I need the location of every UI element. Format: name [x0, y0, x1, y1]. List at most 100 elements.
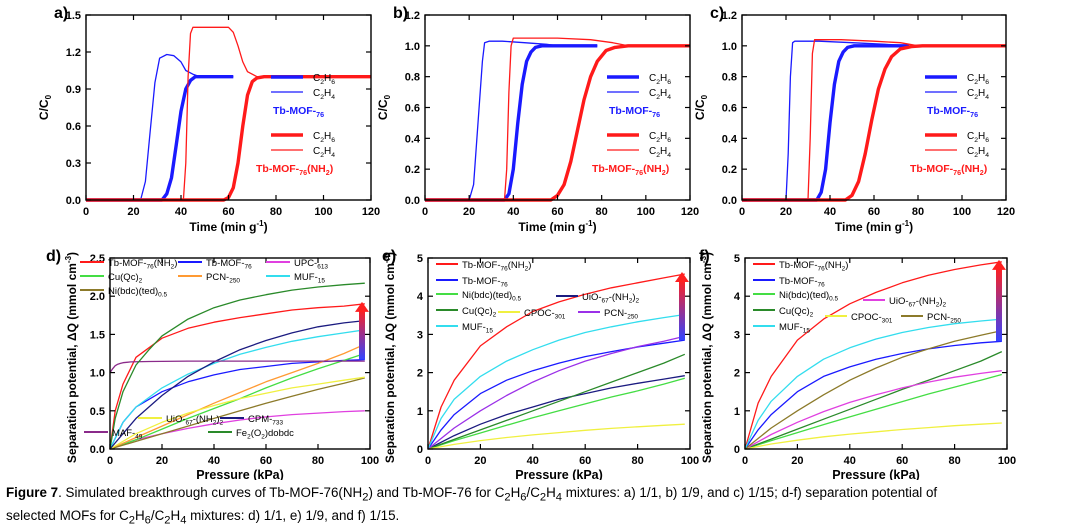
y-tick-label: 2.0 — [90, 291, 105, 303]
y-tick-label: 1 — [734, 406, 740, 418]
legend-entry: Ni(bdc)(ted)0.5​ — [462, 290, 522, 303]
legend-entry: Fe2​(O2​)dobdc — [236, 428, 294, 441]
x-tick-label: 40 — [824, 206, 836, 218]
x-tick-label: 0 — [83, 206, 89, 218]
figure-panels: 0 20 40 60 80 100 1200.00.30.60.91.21.5a)Time … — [37, 5, 1016, 480]
legend-entry: C2​H6​ — [967, 131, 989, 144]
legend-entry: C2​H6​ — [649, 73, 671, 86]
chart-5: 0 20 40 60 80 100 0 1 2 3 4 5 e) Pressure (kPa) Separa… — [382, 248, 699, 480]
series-line — [425, 40, 598, 201]
legend-group-title: Tb-MOF-76​(NH2​) — [256, 163, 333, 177]
y-axis-label: Separation potential, ΔQ (mmol cm-3) — [64, 252, 79, 463]
series-line — [742, 44, 1006, 202]
legend-entry: C2​H4​ — [649, 88, 671, 101]
y-tick-label: 0.9 — [66, 84, 81, 96]
series-line — [86, 53, 234, 201]
y-tick-label: 0 — [734, 444, 740, 456]
y-tick-label: 0.0 — [405, 195, 420, 207]
series-line — [109, 282, 365, 450]
series-line — [427, 377, 685, 450]
legend-entry: Tb-MOF-76​ — [779, 276, 825, 289]
y-tick-label: 1.2 — [66, 47, 81, 59]
legend-entry: CPOC-301​ — [851, 312, 893, 325]
legend-entry: C2​H4​ — [967, 146, 989, 159]
panel-label: c) — [710, 5, 724, 22]
x-axis-label: Pressure (kPa) — [515, 468, 603, 480]
legend-entry: UiO-67​-(NH2​)2​ — [166, 414, 224, 427]
x-tick-label: 100 — [637, 206, 655, 218]
legend-entry: Cu(Qc)2​ — [779, 306, 814, 319]
x-tick-label: 60 — [579, 455, 591, 467]
legend-entry: C2​H6​ — [313, 131, 335, 144]
gradient-arrow-shaft — [359, 309, 365, 360]
legend-entry: C2​H6​ — [967, 73, 989, 86]
x-tick-label: 120 — [997, 206, 1015, 218]
panel-label: f) — [699, 248, 710, 265]
x-tick-label: 120 — [681, 206, 699, 218]
series-line — [744, 261, 1002, 450]
series-line — [744, 318, 1002, 450]
x-tick-label: 20 — [791, 455, 803, 467]
y-tick-label: 0.2 — [405, 164, 420, 176]
y-tick-label: 1.0 — [90, 368, 105, 380]
legend-group-title: Tb-MOF-76​(NH2​) — [592, 163, 669, 177]
gradient-arrow-head — [675, 272, 689, 283]
x-tick-label: 20 — [127, 206, 139, 218]
series-line — [742, 39, 1006, 201]
x-tick-label: 0 — [425, 455, 431, 467]
series-line — [109, 303, 365, 450]
legend-entry: MAF-49​ — [112, 428, 143, 441]
x-tick-label: 100 — [361, 455, 379, 467]
series-line — [109, 319, 365, 450]
figure-caption: Figure 7. Simulated breakthrough curves … — [6, 485, 938, 527]
plot-frame — [109, 257, 371, 450]
legend-entry: C2​H4​ — [649, 146, 671, 159]
x-tick-label: 80 — [631, 455, 643, 467]
legend-entry: PCN-250​ — [604, 308, 638, 321]
y-tick-label: 5 — [417, 253, 423, 265]
x-tick-label: 60 — [868, 206, 880, 218]
legend-entry: Ni(bdc)(ted)0.5​ — [779, 290, 839, 303]
y-axis-label: Separation potential, ΔQ (mmol cm-3) — [382, 252, 397, 463]
x-tick-label: 80 — [312, 455, 324, 467]
legend-group-title: Tb-MOF-76​(NH2​) — [910, 163, 987, 177]
legend-entry: C2​H6​ — [313, 73, 335, 86]
legend-entry: Tb-MOF-76​(NH2​) — [779, 260, 848, 273]
legend-entry: C2​H6​ — [649, 131, 671, 144]
legend-entry: UiO-67​-(NH2​)2​ — [889, 296, 947, 309]
y-axis-label: C/C0 — [376, 94, 392, 120]
series-line — [425, 44, 598, 202]
legend-group-title: Tb-MOF-76​ — [609, 105, 660, 119]
legend-entry: Tb-MOF-76​(NH2​) — [108, 258, 177, 271]
panel-label: e) — [382, 248, 396, 265]
legend-entry: PCN-250​ — [927, 312, 961, 325]
y-tick-label: 0.4 — [405, 133, 421, 145]
y-axis-label: Separation potential, ΔQ (mmol cm-3) — [699, 252, 714, 463]
y-tick-label: 0.6 — [405, 103, 420, 115]
legend-entry: CPM-733​ — [248, 414, 283, 427]
legend-entry: Tb-MOF-76​(NH2​) — [462, 260, 531, 273]
series-line — [109, 377, 365, 450]
series-line — [427, 375, 685, 450]
caption-text-6: /C — [150, 507, 165, 523]
y-tick-label: 0 — [417, 444, 423, 456]
plot-frame — [427, 257, 691, 450]
series-line — [744, 329, 1002, 450]
panel-label: d) — [46, 248, 61, 265]
x-tick-label: 100 — [681, 455, 699, 467]
x-tick-label: 40 — [208, 455, 220, 467]
x-tick-label: 0 — [107, 455, 113, 467]
caption-text-4: mixtures: a) 1/1, b) 1/9, and c) 1/15; d… — [562, 485, 938, 500]
x-tick-label: 20 — [156, 455, 168, 467]
legend-group-title: Tb-MOF-76​ — [273, 105, 324, 119]
y-tick-label: 1.5 — [90, 329, 105, 341]
x-tick-label: 100 — [314, 206, 332, 218]
x-axis-label: Time (min g-1) — [835, 219, 913, 234]
caption-text-2: ) and Tb-MOF-76 for C — [368, 485, 505, 500]
series-line — [742, 40, 910, 201]
gradient-arrow-shaft — [996, 267, 1002, 342]
y-axis-label: C/C0 — [37, 94, 53, 120]
chart-6: 0 20 40 60 80 100 0 1 2 3 4 5 f) Pressure (kPa) Separa… — [699, 248, 1016, 480]
y-tick-label: 2.5 — [90, 253, 105, 265]
series-line — [109, 343, 366, 450]
